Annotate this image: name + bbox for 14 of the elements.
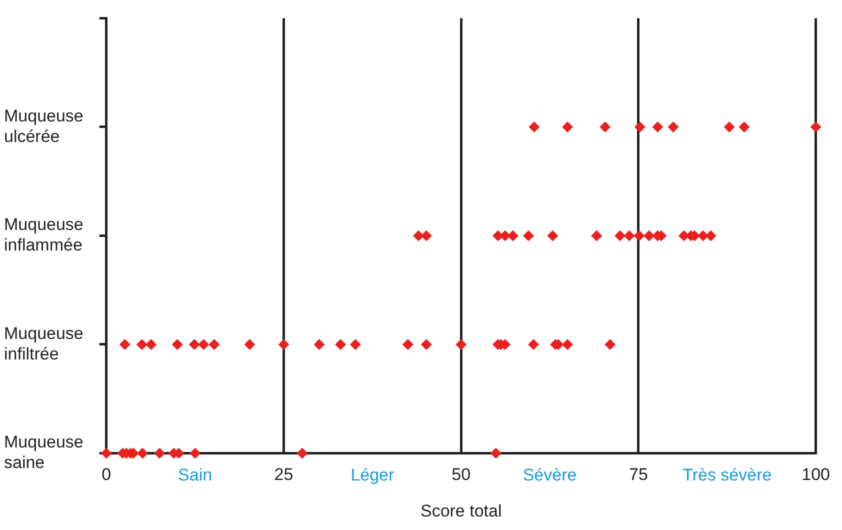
y-tick-label: Muqueuse inflammée [4,215,84,255]
y-tick-label: Muqueuse ulcérée [4,106,84,146]
x-tick-label: 75 [629,465,648,484]
x-tick-label: 0 [102,465,112,484]
text: Léger [350,465,394,484]
x-axis-title: Score total [420,501,502,520]
x-tick-label: 100 [802,465,830,484]
y-tick-label: Muqueuse saine [4,432,84,472]
text: Très sévère [682,465,772,484]
x-tick-label: 25 [274,465,294,484]
y-tick-label: Muqueuse infiltrée [4,324,84,364]
text: Sain [178,465,212,484]
x-tick-label: 50 [452,465,471,484]
text: Sévère [522,465,577,484]
